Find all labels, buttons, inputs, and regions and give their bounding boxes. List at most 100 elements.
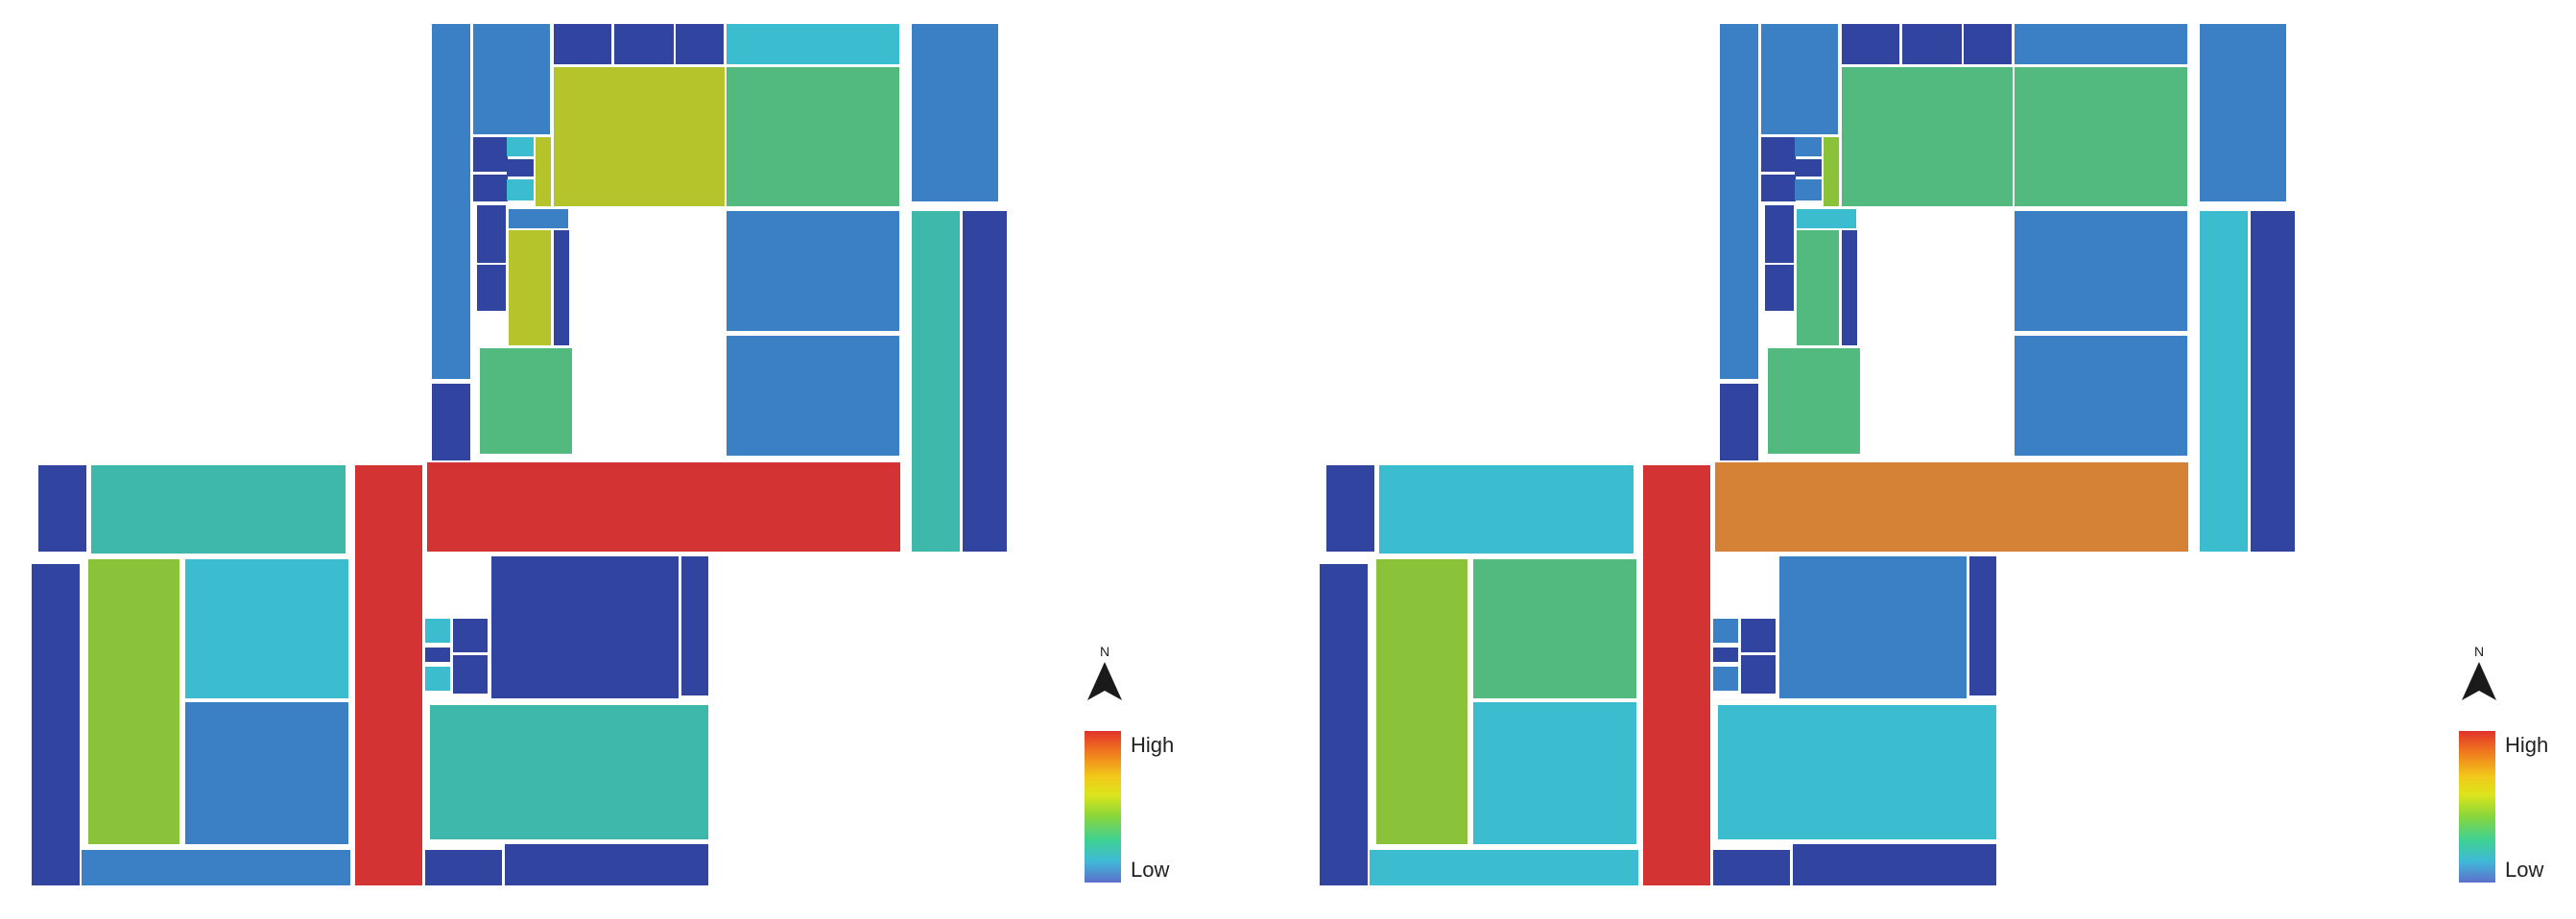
- room-block: [1761, 175, 1796, 201]
- room-block: [91, 465, 346, 554]
- legend-high-label: High: [2505, 733, 2549, 757]
- room-block: [473, 137, 508, 172]
- room-block: [1713, 667, 1738, 691]
- room-block: [453, 619, 488, 652]
- room-block: [88, 559, 179, 844]
- room-block: [1842, 230, 1857, 345]
- room-block: [453, 655, 488, 694]
- room-block: [727, 336, 899, 456]
- room-block: [491, 556, 679, 698]
- room-block: [963, 211, 1007, 552]
- room-block: [1842, 24, 1899, 64]
- room-block: [82, 850, 350, 885]
- room-block: [727, 67, 899, 206]
- room-block: [676, 24, 724, 64]
- north-arrow-icon: N: [1084, 645, 1126, 706]
- room-block: [2200, 24, 2286, 201]
- room-block: [1741, 655, 1776, 694]
- room-block: [477, 205, 506, 263]
- room-block: [727, 24, 899, 64]
- room-block: [2015, 211, 2187, 331]
- room-block: [509, 230, 551, 345]
- room-block: [32, 564, 80, 885]
- room-block: [425, 648, 450, 662]
- room-block: [505, 844, 708, 885]
- room-block: [554, 24, 611, 64]
- room-block: [1797, 209, 1856, 228]
- room-block: [473, 24, 550, 134]
- room-block: [430, 705, 708, 839]
- room-block: [912, 211, 960, 552]
- room-block: [1320, 564, 1368, 885]
- room-block: [427, 462, 900, 552]
- room-block: [1964, 24, 2012, 64]
- room-block: [1795, 137, 1822, 156]
- room-block: [425, 619, 450, 643]
- room-block: [509, 209, 568, 228]
- room-block: [507, 179, 534, 200]
- room-block: [432, 24, 470, 379]
- room-block: [1741, 619, 1776, 652]
- room-block: [2015, 336, 2187, 456]
- room-block: [727, 211, 899, 331]
- room-block: [477, 265, 506, 311]
- room-block: [185, 702, 348, 844]
- room-block: [1713, 850, 1790, 885]
- room-block: [1902, 24, 1962, 64]
- room-block: [2200, 211, 2248, 552]
- room-block: [1370, 850, 1638, 885]
- room-block: [1713, 648, 1738, 662]
- room-block: [1720, 384, 1758, 460]
- room-block: [432, 384, 470, 460]
- room-block: [425, 667, 450, 691]
- floor-plan-left: [32, 24, 1007, 885]
- room-block: [507, 137, 534, 156]
- room-block: [425, 850, 502, 885]
- room-block: [480, 348, 572, 454]
- room-block: [1793, 844, 1996, 885]
- legend-low-label: Low: [1131, 858, 1170, 882]
- room-block: [681, 556, 708, 695]
- room-block: [185, 559, 348, 698]
- room-block: [1376, 559, 1467, 844]
- room-block: [473, 175, 508, 201]
- north-arrow-icon: N: [2458, 645, 2500, 706]
- room-block: [1761, 137, 1796, 172]
- room-block: [2251, 211, 2295, 552]
- room-block: [614, 24, 674, 64]
- room-block: [1715, 462, 2188, 552]
- room-block: [1795, 159, 1822, 177]
- north-label: N: [1099, 644, 1110, 659]
- room-block: [355, 465, 422, 885]
- color-gradient-bar: [2459, 731, 2495, 883]
- north-label: N: [2473, 644, 2485, 659]
- room-block: [1765, 205, 1794, 263]
- room-block: [507, 159, 534, 177]
- room-block: [1720, 24, 1758, 379]
- room-block: [1761, 24, 1838, 134]
- room-block: [2015, 67, 2187, 206]
- room-block: [1643, 465, 1710, 885]
- room-block: [1713, 619, 1738, 643]
- room-block: [1326, 465, 1374, 552]
- room-block: [2015, 24, 2187, 64]
- room-block: [1473, 702, 1636, 844]
- room-block: [1768, 348, 1860, 454]
- room-block: [1842, 67, 2013, 206]
- room-block: [1379, 465, 1634, 554]
- floor-plan-right: [1288, 0, 2576, 919]
- room-block: [38, 465, 86, 552]
- room-block: [1718, 705, 1996, 839]
- room-block: [1473, 559, 1636, 698]
- room-block: [1969, 556, 1996, 695]
- room-block: [1797, 230, 1839, 345]
- room-block: [1824, 137, 1839, 206]
- room-block: [912, 24, 998, 201]
- room-block: [1795, 179, 1822, 200]
- legend-high-label: High: [1131, 733, 1175, 757]
- color-gradient-bar: [1085, 731, 1121, 883]
- legend-low-label: Low: [2505, 858, 2544, 882]
- room-block: [554, 67, 725, 206]
- room-block: [1765, 265, 1794, 311]
- room-block: [1779, 556, 1967, 698]
